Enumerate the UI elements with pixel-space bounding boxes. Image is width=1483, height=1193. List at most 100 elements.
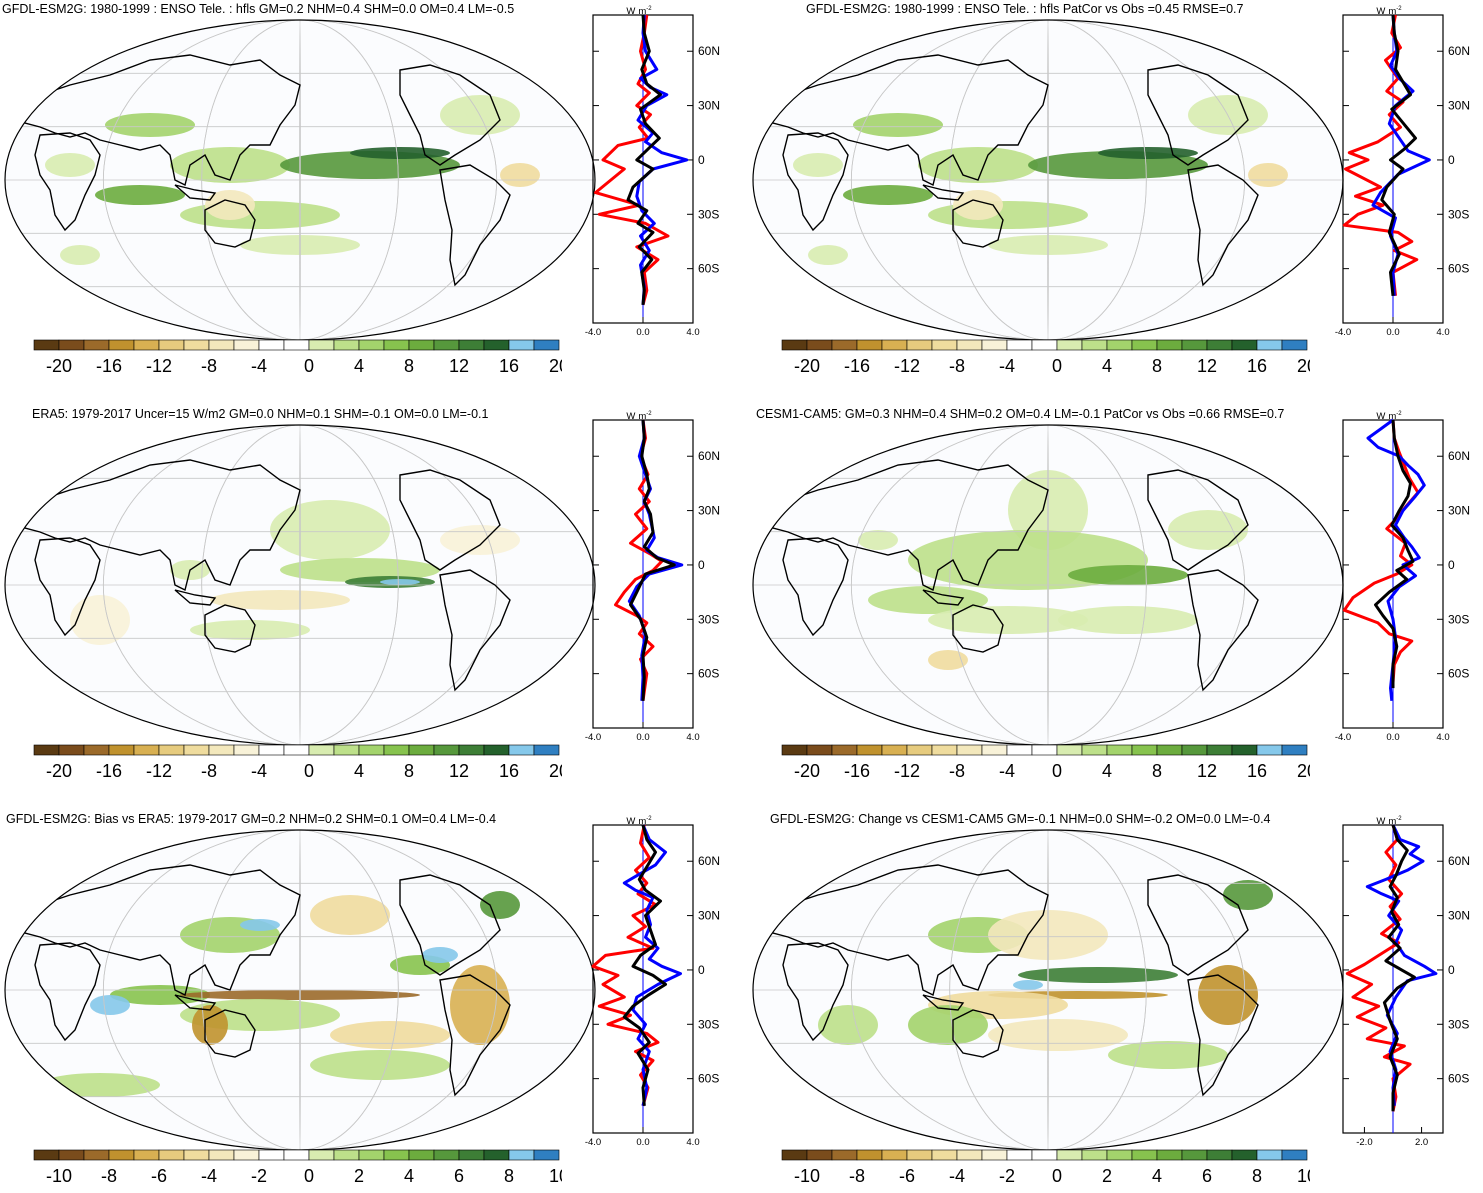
lat-tick-label: 30N xyxy=(698,909,720,923)
coastline xyxy=(767,864,1049,997)
colorbar-swatch xyxy=(856,1149,883,1161)
field-blob xyxy=(45,153,95,177)
colorbar-swatch xyxy=(931,744,958,756)
colorbar-swatch xyxy=(183,744,210,756)
colorbar-swatch xyxy=(1256,1149,1283,1161)
colorbar-swatch xyxy=(1281,1149,1308,1161)
colorbar-swatch xyxy=(333,1149,360,1161)
colorbar-tick-label: -10 xyxy=(46,1166,72,1186)
colorbar-swatch xyxy=(781,339,808,351)
colorbar-swatch xyxy=(906,744,933,756)
field-blob xyxy=(918,147,1038,183)
lat-tick-label: 30S xyxy=(1448,1017,1469,1031)
world-map xyxy=(752,19,1344,341)
meridian-line xyxy=(850,830,1246,1150)
colorbar-tick-label: 0 xyxy=(1052,761,1062,781)
field-blob xyxy=(1018,967,1178,983)
colorbar-tick-label: -20 xyxy=(46,761,72,781)
colorbar-swatch xyxy=(458,1149,485,1161)
colorbar-tick-label: -16 xyxy=(844,356,870,376)
field-blob xyxy=(380,579,420,585)
meridian-line xyxy=(949,20,1147,340)
colorbar-swatch xyxy=(358,339,385,351)
colorbar-swatch xyxy=(931,1149,958,1161)
colorbar-swatch xyxy=(283,1149,310,1161)
panel-0: GFDL-ESM2G: 1980-1999 : ENSO Tele. : hfl… xyxy=(0,0,720,390)
colorbar-tick-label: 0 xyxy=(304,1166,314,1186)
coastline xyxy=(204,199,256,248)
field-blob xyxy=(843,185,933,205)
colorbar-tick-label: 20 xyxy=(1297,356,1310,376)
field-blob xyxy=(210,590,350,610)
colorbar-swatch xyxy=(856,744,883,756)
field-blob xyxy=(70,595,130,645)
colorbar-tick-label: -20 xyxy=(794,761,820,781)
coastline xyxy=(782,537,849,637)
colorbar-tick-label: -8 xyxy=(849,1166,865,1186)
coastline xyxy=(952,199,1004,248)
colorbar-tick-label: 0 xyxy=(304,356,314,376)
colorbar-tick-label: 4 xyxy=(404,1166,414,1186)
colorbar-swatch xyxy=(1106,1149,1133,1161)
field-blob xyxy=(1098,147,1198,159)
colorbar-swatch xyxy=(831,744,858,756)
field-blob xyxy=(1198,965,1258,1025)
colorbar-swatch xyxy=(33,744,60,756)
meridian-line xyxy=(1047,425,1049,745)
colorbar-tick-label: 2 xyxy=(354,1166,364,1186)
meridian-line xyxy=(299,425,301,745)
colorbar-swatch xyxy=(1281,744,1308,756)
lat-tick-label: 60N xyxy=(698,449,720,463)
colorbar-swatch xyxy=(508,1149,535,1161)
colorbar-tick-label: 4 xyxy=(354,356,364,376)
x-tick-label: -4.0 xyxy=(1335,732,1351,743)
colorbar-swatch xyxy=(433,744,460,756)
colorbar-tick-label: 8 xyxy=(504,1166,514,1186)
meridian-line xyxy=(102,830,498,1150)
colorbar-swatch xyxy=(458,744,485,756)
field-blob xyxy=(440,525,520,555)
colorbar-swatch xyxy=(433,339,460,351)
world-map xyxy=(4,424,596,746)
colorbar-swatch xyxy=(233,1149,260,1161)
colorbar-swatch xyxy=(333,339,360,351)
coastline xyxy=(439,569,511,692)
field-layer xyxy=(753,425,1343,745)
coastline xyxy=(952,1009,1004,1058)
coastline xyxy=(204,604,256,653)
coastline xyxy=(767,459,1049,592)
coastline xyxy=(19,54,301,187)
colorbar-swatch xyxy=(1081,744,1108,756)
colorbar-swatch xyxy=(1156,1149,1183,1161)
coastline xyxy=(174,994,217,1011)
field-blob xyxy=(480,891,520,919)
colorbar-swatch xyxy=(83,339,110,351)
colorbar-swatch xyxy=(508,339,535,351)
colorbar-swatch xyxy=(981,1149,1008,1161)
colorbar-swatch xyxy=(1131,339,1158,351)
lat-tick-label: 30S xyxy=(1448,207,1469,221)
lat-tick-label: 30N xyxy=(698,504,720,518)
colorbar-tick-label: -12 xyxy=(146,356,172,376)
field-blob xyxy=(1058,606,1198,634)
colorbar-swatch xyxy=(1231,744,1258,756)
coastline xyxy=(922,589,965,606)
coastline xyxy=(1187,164,1259,287)
colorbar: -20 -16 -12 -8 -4 0 4 8 12 16 20 xyxy=(781,339,1310,376)
x-tick-label: 2.0 xyxy=(1415,1137,1428,1148)
field-blob xyxy=(988,235,1108,255)
field-layer xyxy=(753,20,1343,340)
field-blob xyxy=(793,153,843,177)
coastline xyxy=(1147,469,1249,571)
colorbar-swatch xyxy=(308,339,335,351)
colorbar-swatch xyxy=(533,1149,560,1161)
lat-tick-label: 30N xyxy=(698,99,720,113)
colorbar: -20 -16 -12 -8 -4 0 4 8 12 16 20 xyxy=(33,744,562,781)
meridian-line xyxy=(1047,20,1049,340)
field-blob xyxy=(928,606,1088,634)
colorbar-tick-label: 6 xyxy=(1202,1166,1212,1186)
